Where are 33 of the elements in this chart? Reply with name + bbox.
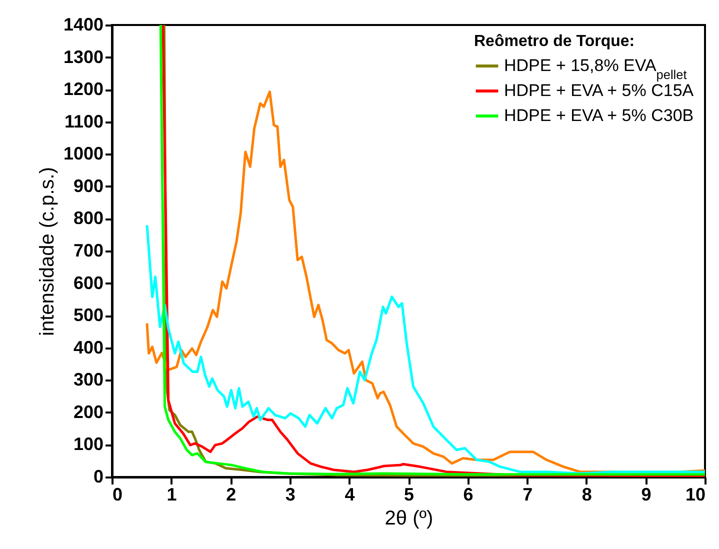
legend-label: HDPE + EVA + 5% C15A: [504, 81, 694, 100]
x-tick-label: 6: [463, 484, 474, 504]
y-tick-label: 300: [73, 370, 104, 390]
x-tick-label: 8: [582, 484, 592, 504]
y-tick-label: 1300: [63, 46, 104, 67]
y-axis-title: intensidade (c.p.s.): [36, 167, 58, 336]
line-series: [146, 224, 705, 475]
y-tick-label: 400: [73, 337, 104, 358]
legend-label: HDPE + EVA + 5% C30B: [504, 106, 694, 125]
x-tick-label: 5: [404, 484, 414, 504]
x-tick-label: 10: [685, 484, 706, 504]
x-axis-title: 2θ (º): [384, 508, 434, 530]
x-tick-label: 0: [112, 484, 123, 504]
y-tick-label: 1400: [63, 14, 104, 34]
x-tick-label: 1: [166, 484, 177, 504]
y-tick-label: 100: [73, 434, 104, 454]
x-tick-label: 7: [522, 484, 533, 504]
y-tick-label: 200: [73, 402, 104, 422]
y-tick-label: 600: [73, 272, 104, 293]
y-tick-label: 800: [73, 208, 104, 228]
x-tick-label: 2: [226, 484, 236, 504]
x-tick-label: 3: [285, 484, 296, 504]
y-tick-label: 700: [73, 240, 104, 260]
legend-title: Reômetro de Torque:: [474, 33, 635, 50]
y-tick-label: 1000: [63, 144, 104, 164]
y-tick-label: 900: [73, 176, 104, 196]
y-tick-label: 0: [93, 466, 104, 486]
legend-label: HDPE + 15,8% EVA$_{pellet}$: [504, 56, 688, 82]
y-tick-label: 1100: [64, 111, 104, 132]
x-tick-label: 9: [641, 484, 652, 504]
x-tick-label: 4: [344, 484, 355, 504]
y-tick-label: 500: [73, 305, 104, 326]
y-tick-label: 1200: [63, 79, 104, 100]
